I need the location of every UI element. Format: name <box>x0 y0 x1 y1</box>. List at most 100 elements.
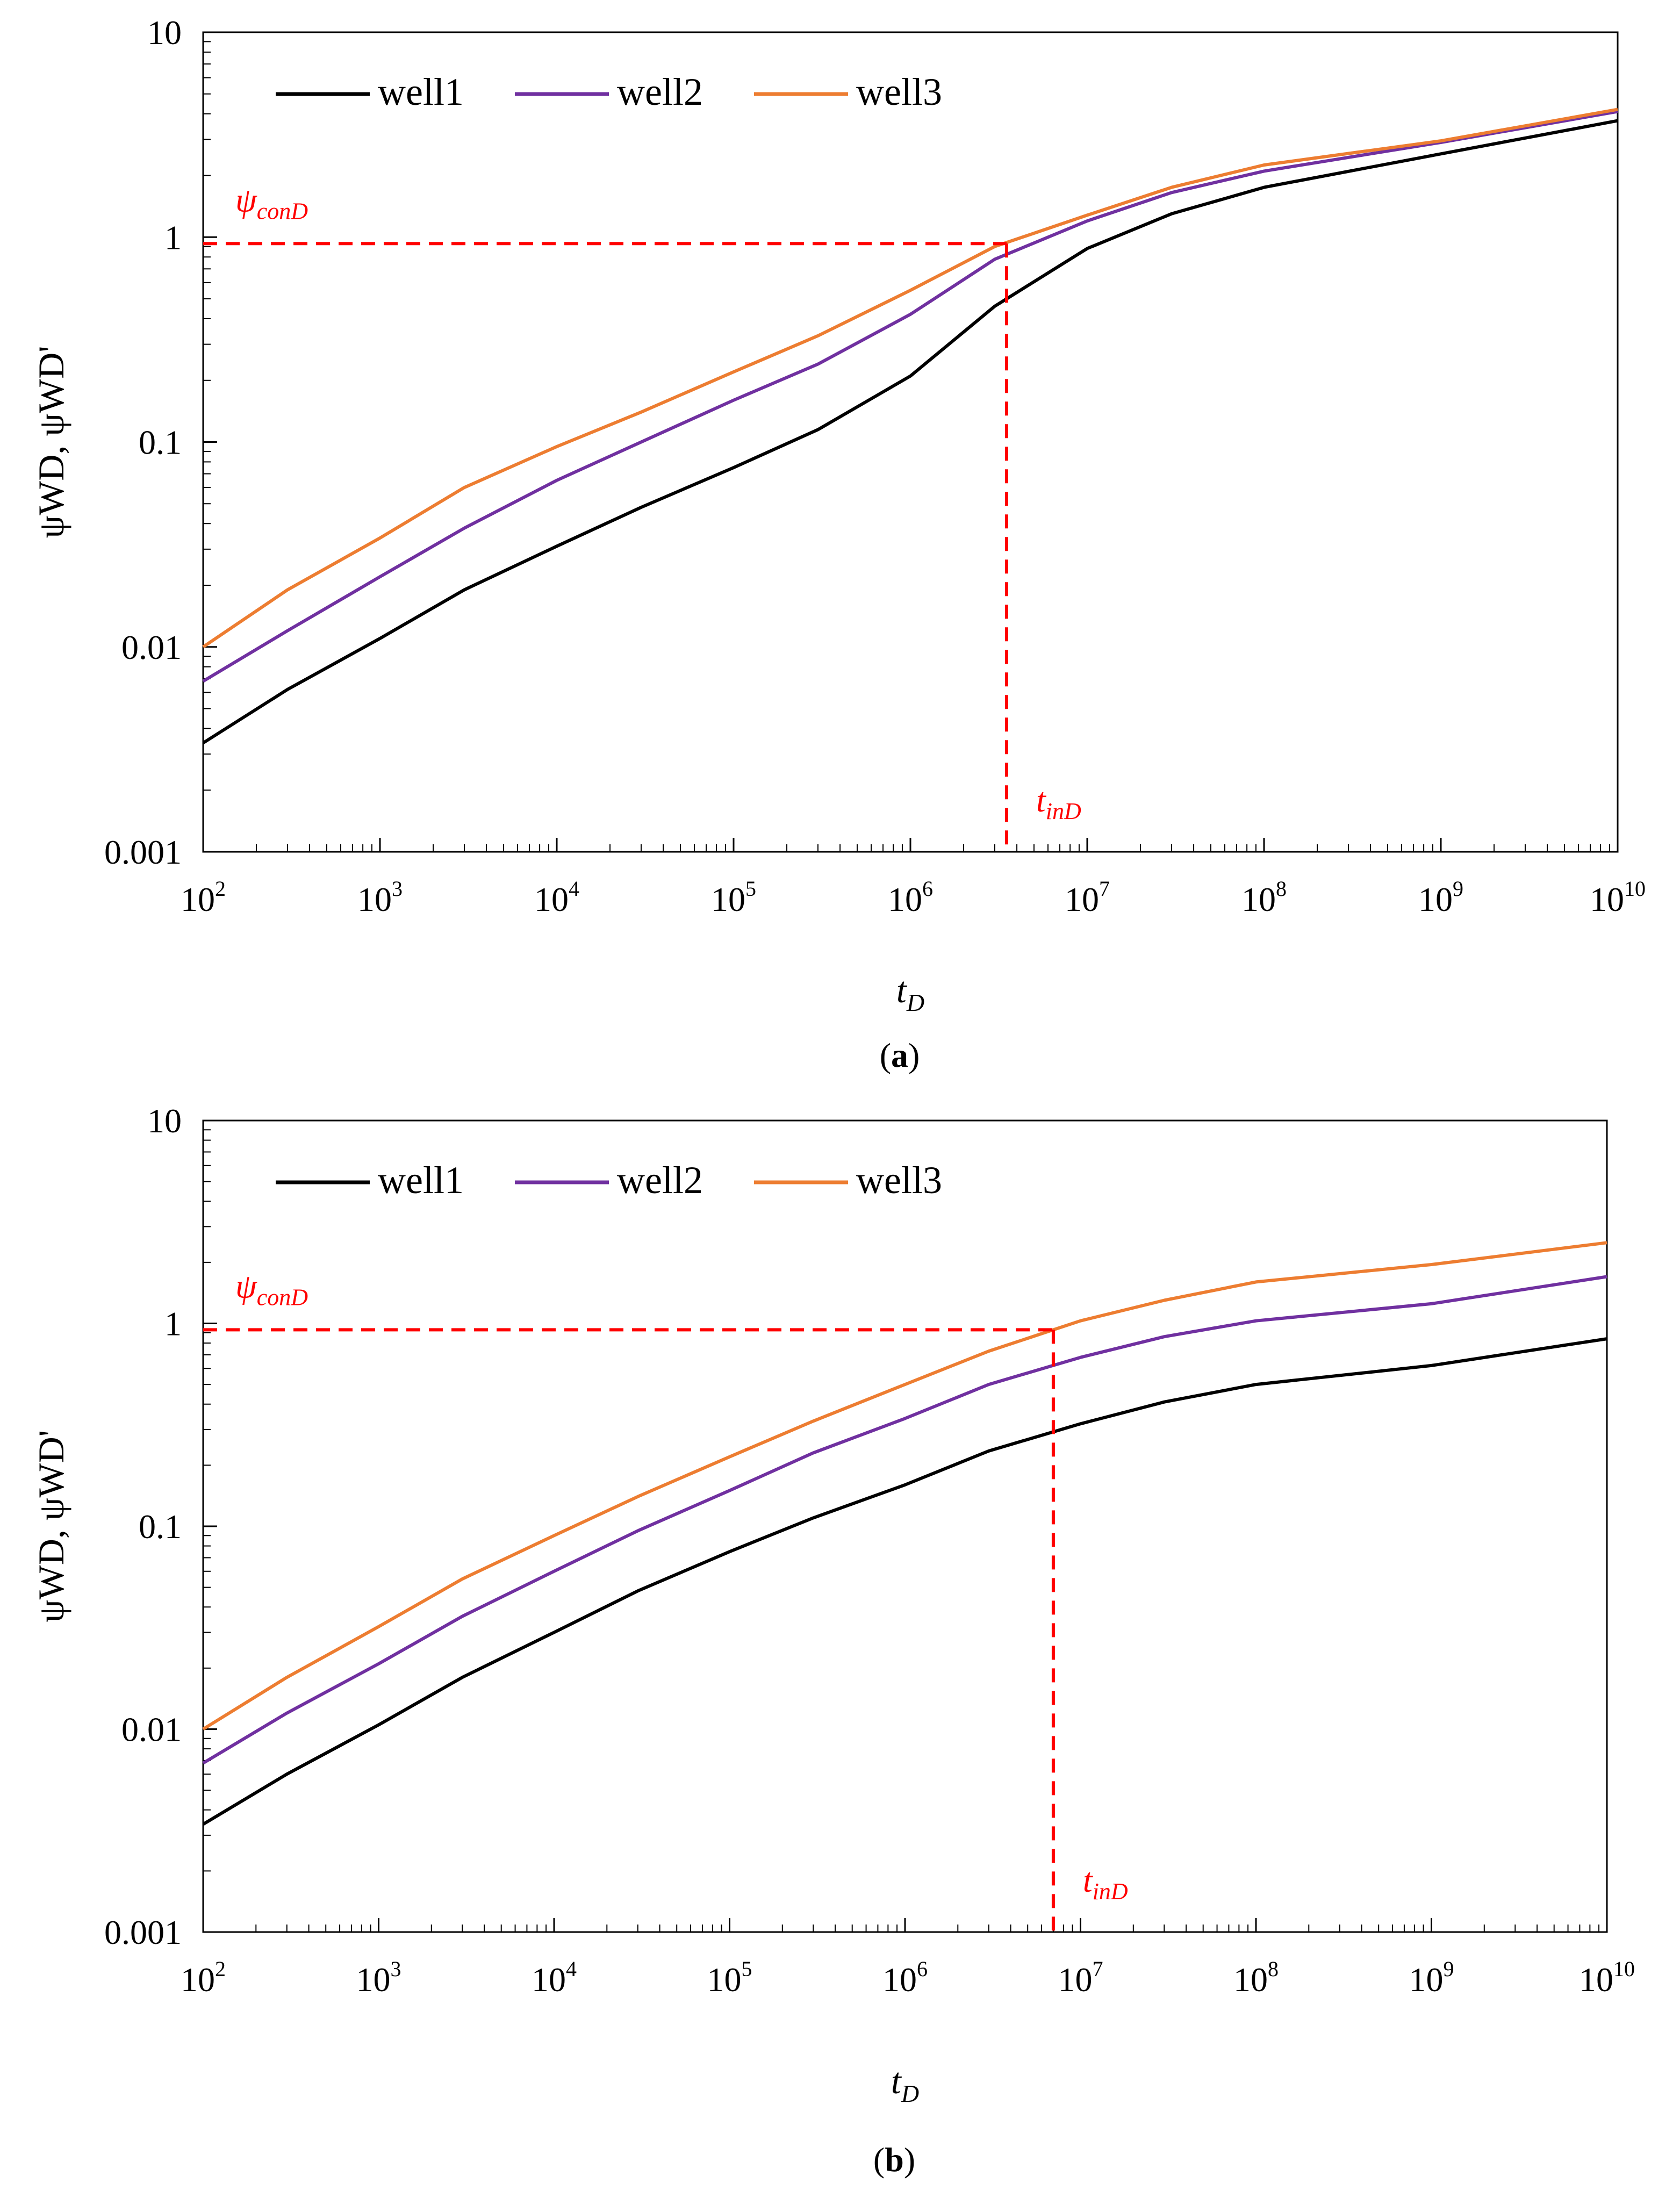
caption-letter: b <box>885 2141 904 2179</box>
psi-cond-subscript: conD <box>257 1284 308 1310</box>
y-tick-label: 0.01 <box>121 1711 182 1749</box>
tind-subscript: inD <box>1046 798 1081 824</box>
y-axis-title: ψWD, ψWD' <box>31 1430 71 1622</box>
legend-label-well2: well2 <box>617 1159 703 1202</box>
x-tick-base: 10 <box>534 880 569 918</box>
series-line-well1 <box>202 119 1618 744</box>
x-tick-exponent: 5 <box>742 1957 752 1981</box>
psi-cond-base: ψ <box>235 181 257 219</box>
tind-label: tinD <box>1036 781 1081 824</box>
x-tick-label: 105 <box>707 1957 752 1999</box>
x-tick-exponent: 3 <box>392 877 403 901</box>
caption-close-paren: ) <box>908 1036 920 1074</box>
x-tick-exponent: 5 <box>745 877 756 901</box>
series-line-well2 <box>202 110 1618 683</box>
x-tick-label: 107 <box>1058 1957 1103 1999</box>
x-axis-title-subscript: D <box>906 989 924 1016</box>
caption-open-paren: ( <box>873 2141 885 2179</box>
y-tick-label: 1 <box>164 1305 182 1343</box>
legend-label-well2: well2 <box>617 70 703 113</box>
x-tick-label: 103 <box>356 1957 401 1999</box>
chart-panel-b: 102 103 104 105 106 107 108 109 10100.0010.010.1… <box>31 1102 1635 2179</box>
tind-label: tinD <box>1083 1861 1128 1905</box>
caption-close-paren: ) <box>904 2141 915 2179</box>
y-tick-label: 0.1 <box>139 1507 182 1546</box>
x-tick-exponent: 7 <box>1093 1957 1103 1981</box>
x-tick-label: 1010 <box>1579 1957 1635 1999</box>
series-line-well3 <box>202 1241 1607 1731</box>
x-tick-label: 108 <box>1241 877 1287 918</box>
x-tick-exponent: 9 <box>1453 877 1463 901</box>
x-tick-label: 104 <box>534 877 579 918</box>
tind-subscript: inD <box>1093 1878 1128 1905</box>
tind-base: t <box>1083 1861 1094 1899</box>
x-tick-label: 102 <box>181 877 226 918</box>
caption-letter: a <box>891 1036 908 1074</box>
legend-label-well3: well3 <box>856 1159 942 1202</box>
x-tick-exponent: 4 <box>569 877 579 901</box>
x-tick-base: 10 <box>1579 1961 1613 1999</box>
x-tick-base: 10 <box>1233 1961 1268 1999</box>
x-tick-label: 106 <box>888 877 933 918</box>
x-axis-title-subscript: D <box>901 2080 919 2107</box>
x-axis-title: tD <box>896 970 924 1016</box>
x-tick-exponent: 2 <box>215 1957 226 1981</box>
x-tick-label: 1010 <box>1590 877 1646 918</box>
x-axis-title-base: t <box>896 970 908 1010</box>
x-tick-base: 10 <box>1241 880 1276 918</box>
plot-area-frame <box>202 31 1619 853</box>
y-tick-label: 0.01 <box>121 628 182 666</box>
series-line-well2 <box>202 1275 1607 1765</box>
x-tick-exponent: 3 <box>391 1957 401 1981</box>
psi-cond-label: ψconD <box>235 181 308 224</box>
legend-label-well1: well1 <box>378 70 464 113</box>
x-tick-exponent: 4 <box>566 1957 577 1981</box>
y-tick-label: 10 <box>147 13 182 52</box>
x-tick-label: 109 <box>1418 877 1463 918</box>
y-tick-label: 10 <box>147 1102 182 1140</box>
x-tick-exponent: 8 <box>1276 877 1287 901</box>
y-tick-label: 1 <box>164 218 182 256</box>
x-tick-base: 10 <box>181 1961 215 1999</box>
x-tick-base: 10 <box>181 880 215 918</box>
x-tick-exponent: 8 <box>1268 1957 1279 1981</box>
x-tick-base: 10 <box>1409 1961 1444 1999</box>
x-tick-exponent: 2 <box>215 877 226 901</box>
psi-cond-subscript: conD <box>257 198 308 224</box>
y-tick-label: 0.001 <box>104 1913 182 1951</box>
x-tick-exponent: 9 <box>1444 1957 1454 1981</box>
caption-open-paren: ( <box>880 1036 891 1074</box>
x-tick-label: 102 <box>181 1957 226 1999</box>
y-tick-label: 0.1 <box>139 423 182 462</box>
tind-base: t <box>1036 781 1047 819</box>
x-tick-base: 10 <box>707 1961 742 1999</box>
y-tick-label: 0.001 <box>104 833 182 871</box>
x-tick-label: 106 <box>882 1957 928 1999</box>
x-axis-title: tD <box>891 2060 919 2107</box>
x-tick-exponent: 10 <box>1624 877 1646 901</box>
x-tick-label: 108 <box>1233 1957 1279 1999</box>
panel-caption: (a) <box>880 1036 920 1074</box>
x-tick-base: 10 <box>532 1961 566 1999</box>
x-tick-base: 10 <box>882 1961 917 1999</box>
x-tick-exponent: 6 <box>922 877 933 901</box>
panel-caption: (b) <box>873 2141 915 2179</box>
series-line-well3 <box>202 107 1618 649</box>
x-tick-base: 10 <box>356 1961 391 1999</box>
psi-cond-label: ψconD <box>235 1267 308 1310</box>
y-axis-title: ψWD, ψWD' <box>31 346 71 538</box>
psi-cond-base: ψ <box>235 1267 257 1305</box>
x-tick-label: 104 <box>532 1957 577 1999</box>
chart-panel-a: 102 103 104 105 106 107 108 109 10100.0010.010.1… <box>31 13 1646 1074</box>
x-tick-exponent: 7 <box>1099 877 1110 901</box>
x-tick-base: 10 <box>1418 880 1453 918</box>
x-tick-label: 109 <box>1409 1957 1454 1999</box>
x-tick-base: 10 <box>357 880 392 918</box>
x-tick-label: 103 <box>357 877 403 918</box>
x-tick-base: 10 <box>711 880 745 918</box>
x-tick-base: 10 <box>1058 1961 1093 1999</box>
legend-label-well3: well3 <box>856 70 942 113</box>
x-tick-exponent: 6 <box>917 1957 928 1981</box>
x-axis-title-base: t <box>891 2060 902 2101</box>
